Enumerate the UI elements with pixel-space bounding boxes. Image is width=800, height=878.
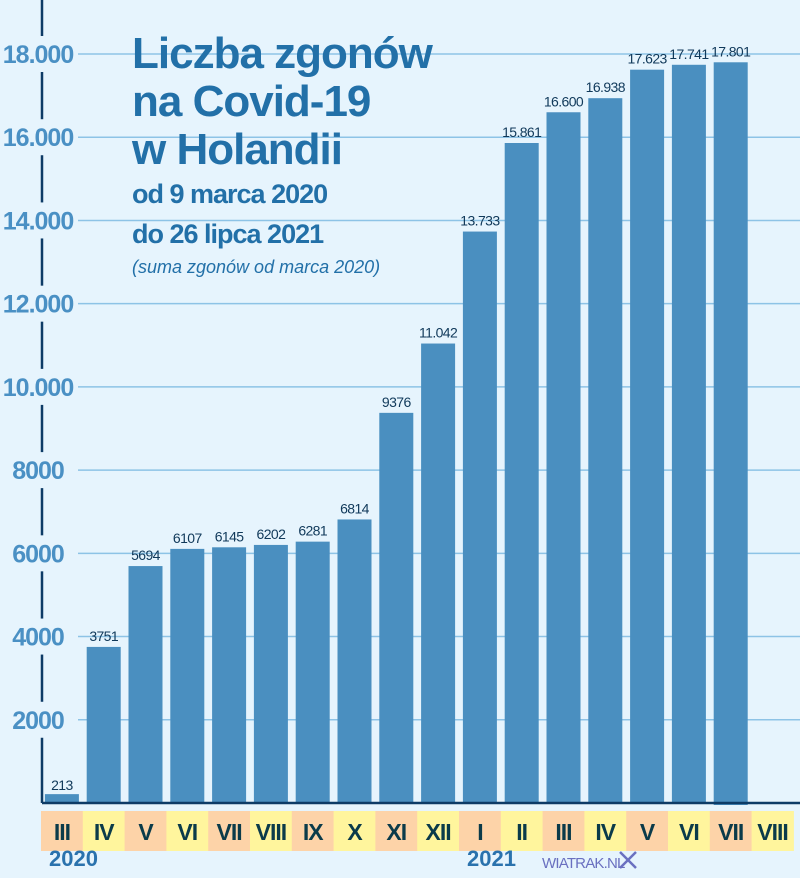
axes: 2000 4000 6000 8000 10.000 12.000 14.000 16.000…	[3, 0, 800, 805]
bar	[379, 412, 414, 803]
x-tick-label: VI	[679, 819, 699, 845]
value-label: 17.801	[711, 43, 751, 59]
month-cell	[417, 811, 460, 851]
x-tick-label: V	[138, 819, 154, 845]
x-tick-label: VI	[177, 819, 197, 845]
bar	[170, 548, 205, 803]
bars: 213 3751 5694 6107 6145 6202 6281 6814 9376 11.04…	[44, 43, 752, 805]
value-label: 16.600	[544, 93, 584, 109]
value-label: 213	[51, 777, 73, 793]
value-label: 6814	[340, 500, 370, 516]
bar	[86, 646, 121, 803]
x-tick-label: I	[477, 819, 482, 845]
chart-note: (suma zgonów od marca 2020)	[132, 257, 380, 277]
bar	[421, 343, 456, 803]
year-label: 2021	[467, 846, 516, 871]
value-label: 9376	[382, 394, 412, 410]
bar	[546, 112, 581, 803]
subtitle-line-2: do 26 lipca 2021	[132, 219, 324, 249]
x-tick-label: V	[640, 819, 656, 845]
bar	[630, 69, 665, 804]
x-tick-label: VIII	[757, 819, 788, 845]
watermark-logo: WIATRAK.NL	[542, 851, 637, 872]
title-line-2: na Covid-19	[132, 77, 370, 126]
x-tick-label: XI	[386, 819, 406, 845]
year-label: 2020	[49, 846, 98, 871]
month-cell	[709, 811, 753, 851]
y-tick-label: 8000	[12, 457, 64, 485]
value-label: 17.741	[669, 46, 709, 62]
bar	[671, 64, 706, 803]
bar	[588, 98, 623, 804]
month-cell	[751, 811, 794, 851]
x-tick-label: VII	[217, 819, 242, 845]
value-label: 16.938	[586, 79, 626, 95]
month-cell	[250, 811, 293, 851]
bar	[44, 794, 79, 803]
windmill-icon	[619, 851, 637, 869]
bar	[212, 547, 247, 803]
y-tick-label: 12.000	[3, 291, 74, 319]
month-cell	[500, 811, 544, 851]
x-tick-label: IX	[303, 819, 324, 845]
month-cell	[208, 811, 251, 851]
value-label: 5694	[131, 547, 161, 563]
month-cell	[584, 811, 627, 851]
y-tick-label: 4000	[12, 624, 64, 652]
bar	[462, 231, 497, 803]
value-label: 6107	[173, 530, 203, 546]
value-label: 13.733	[460, 213, 500, 229]
month-cell	[291, 811, 335, 851]
bar	[295, 541, 330, 803]
value-label: 17.623	[627, 51, 667, 67]
x-tick-label: III	[555, 819, 571, 845]
x-tick-label: X	[347, 819, 363, 845]
x-tick-label: VII	[718, 819, 743, 845]
subtitle-line-1: od 9 marca 2020	[132, 179, 327, 209]
x-tick-label: IV	[94, 819, 115, 845]
title-line-1: Liczba zgonów	[132, 29, 434, 78]
month-cell	[542, 811, 585, 851]
value-label: 6281	[298, 523, 328, 539]
y-tick-label: 18.000	[3, 41, 74, 69]
y-tick-label: 6000	[12, 540, 64, 568]
month-cell	[626, 811, 669, 851]
month-cell	[124, 811, 167, 851]
month-cell	[333, 811, 376, 851]
y-tick-label: 10.000	[3, 374, 74, 402]
x-tick-label: II	[516, 819, 527, 845]
bar	[337, 519, 372, 803]
y-tick-label: 14.000	[3, 207, 74, 235]
month-axis: III IV V VI VII VIII IX X XI XII I II III IV V VI VII VII…	[41, 811, 794, 871]
month-cell	[375, 811, 418, 851]
bar	[253, 544, 288, 803]
month-cell	[459, 811, 502, 851]
bar	[128, 566, 163, 803]
month-cell	[41, 811, 84, 851]
value-label: 6145	[215, 528, 245, 544]
month-cell	[668, 811, 711, 851]
y-tick-label: 16.000	[3, 124, 74, 152]
value-label: 6202	[257, 526, 287, 542]
x-tick-label: XII	[426, 819, 451, 845]
x-tick-label: III	[54, 819, 70, 845]
watermark-text: WIATRAK.NL	[542, 855, 625, 872]
y-tick-label: 2000	[12, 707, 64, 735]
x-tick-label: VIII	[256, 819, 287, 845]
title-line-3: w Holandii	[131, 125, 342, 174]
bar	[504, 143, 539, 803]
bar	[713, 62, 748, 805]
month-cell	[82, 811, 126, 851]
value-label: 3751	[89, 628, 119, 644]
value-label: 15.861	[502, 124, 542, 140]
chart-title: Liczba zgonów na Covid-19 w Holandii od …	[131, 29, 435, 277]
month-cell	[166, 811, 209, 851]
x-tick-label: IV	[595, 819, 616, 845]
value-label: 11.042	[419, 325, 458, 341]
